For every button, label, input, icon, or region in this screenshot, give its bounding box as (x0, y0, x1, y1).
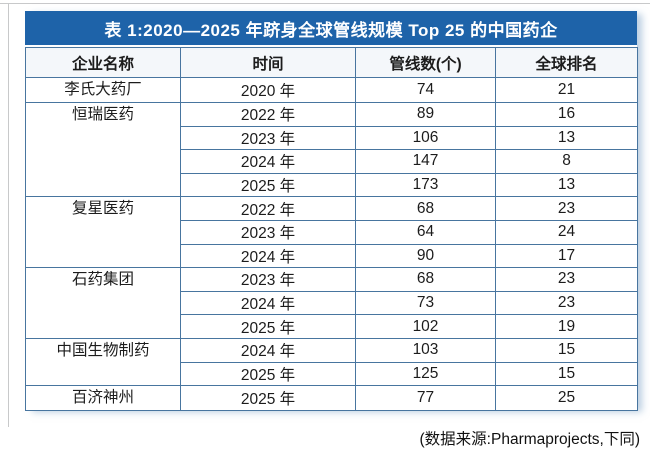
table-row: 恒瑞医药 2022 年 89 16 (25, 101, 638, 198)
year-cell: 2024 年 (180, 243, 356, 269)
global-rank-cell: 15 (495, 361, 638, 387)
year-cell: 2023 年 (180, 125, 356, 151)
global-rank-cell: 21 (495, 77, 638, 103)
pipeline-count-cell: 147 (355, 149, 496, 174)
global-rank-cell: 25 (495, 385, 638, 412)
global-rank-cell: 24 (495, 219, 638, 245)
pipeline-count-cell: 102 (355, 314, 496, 339)
year-cell: 2025 年 (180, 172, 356, 198)
year-cell: 2023 年 (180, 267, 356, 292)
data-source-note: (数据来源:Pharmaprojects,下同) (419, 431, 640, 448)
year-cell: 2024 年 (180, 290, 356, 316)
pipeline-count-cell: 68 (355, 196, 496, 221)
global-rank-cell: 23 (495, 267, 638, 292)
pipeline-count-cell: 106 (355, 125, 496, 151)
pipeline-count-cell: 125 (355, 361, 496, 387)
col-header-company: 企业名称 (25, 47, 181, 78)
header-row: 企业名称 时间 管线数(个) 全球排名 (25, 47, 638, 78)
company-cell: 百济神州 (25, 385, 181, 412)
global-rank-cell: 13 (495, 125, 638, 151)
year-cell: 2020 年 (180, 77, 356, 103)
year-cell: 2024 年 (180, 337, 356, 363)
global-rank-cell: 17 (495, 243, 638, 269)
table-row: 2025 年 102 19 (26, 314, 638, 339)
year-cell: 2025 年 (180, 361, 356, 387)
table-row: 2025 年 173 13 (26, 172, 638, 198)
table-row: 2024 年 73 23 (26, 290, 638, 316)
global-rank-cell: 8 (495, 149, 638, 174)
year-cell: 2022 年 (180, 102, 356, 127)
year-cell: 2025 年 (180, 385, 356, 412)
pipeline-count-cell: 73 (355, 290, 496, 316)
company-cell: 恒瑞医药 (25, 101, 181, 198)
pipeline-count-cell: 77 (355, 385, 496, 412)
table-row: 2023 年 106 13 (26, 125, 638, 151)
company-cell: 李氏大药厂 (25, 77, 181, 103)
global-rank-cell: 15 (495, 337, 638, 363)
global-rank-cell: 23 (495, 196, 638, 221)
global-rank-cell: 23 (495, 290, 638, 316)
global-rank-cell: 19 (495, 314, 638, 339)
year-cell: 2025 年 (180, 314, 356, 339)
company-cell: 中国生物制药 (25, 337, 181, 387)
col-header-pipeline-count: 管线数(个) (355, 47, 496, 78)
year-cell: 2022 年 (180, 196, 356, 221)
col-header-year: 时间 (180, 47, 356, 78)
table-row: 石药集团 2023 年 68 23 (25, 267, 638, 339)
table-title: 表 1:2020—2025 年跻身全球管线规模 Top 25 的中国药企 (25, 11, 637, 45)
pipeline-count-cell: 89 (355, 102, 496, 127)
company-cell: 复星医药 (25, 196, 181, 269)
global-rank-cell: 13 (495, 172, 638, 198)
table-row: 复星医药 2022 年 68 23 (25, 196, 638, 269)
pipeline-count-cell: 68 (355, 267, 496, 292)
pipeline-table: 企业名称 时间 管线数(个) 全球排名 李氏大药厂 2020 年 74 21 恒瑞医药 2… (25, 47, 638, 412)
col-header-global-rank: 全球排名 (495, 47, 638, 78)
pipeline-table-panel: 表 1:2020—2025 年跻身全球管线规模 Top 25 的中国药企 企业名… (25, 11, 638, 412)
global-rank-cell: 16 (495, 102, 638, 127)
pipeline-count-cell: 173 (355, 172, 496, 198)
table-row: 百济神州 2025 年 77 25 (25, 385, 638, 412)
pipeline-count-cell: 90 (355, 243, 496, 269)
page-edge-left (8, 3, 9, 427)
year-cell: 2023 年 (180, 219, 356, 245)
table-row: 李氏大药厂 2020 年 74 21 (25, 77, 638, 103)
pipeline-count-cell: 64 (355, 219, 496, 245)
table-row: 中国生物制药 2024 年 103 15 (25, 337, 638, 387)
company-cell: 石药集团 (25, 267, 181, 339)
pipeline-count-cell: 103 (355, 337, 496, 363)
table-row: 2024 年 90 17 (26, 243, 638, 269)
year-cell: 2024 年 (180, 149, 356, 174)
page-edge-top (0, 3, 650, 4)
pipeline-count-cell: 74 (355, 77, 496, 103)
table-body: 李氏大药厂 2020 年 74 21 恒瑞医药 2022 年 89 16 2023 年 106 13… (25, 77, 638, 412)
